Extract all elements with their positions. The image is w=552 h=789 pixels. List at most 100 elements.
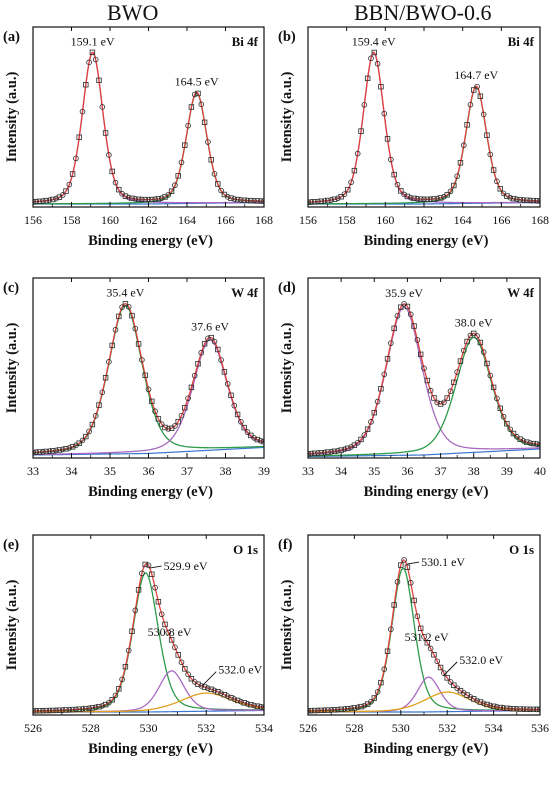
data-marker	[241, 700, 247, 706]
x-tick-label: 33	[302, 464, 314, 478]
data-marker	[185, 395, 191, 402]
data-marker	[66, 445, 73, 451]
data-marker	[358, 436, 364, 443]
data-marker	[96, 77, 102, 84]
data-marker	[188, 104, 195, 110]
data-marker	[76, 706, 82, 712]
data-marker	[394, 313, 401, 319]
data-marker	[381, 371, 388, 378]
data-marker	[218, 690, 224, 697]
envelope-curve	[33, 51, 264, 203]
data-marker	[86, 705, 92, 712]
data-marker	[391, 325, 397, 332]
x-tick-label: 37	[435, 464, 447, 478]
data-marker	[224, 194, 231, 200]
data-marker	[66, 706, 73, 713]
x-tick-label: 532	[197, 721, 215, 735]
data-marker	[254, 703, 261, 709]
component-curve-purple	[33, 339, 264, 456]
component-curve-green	[33, 304, 264, 454]
data-marker	[451, 182, 457, 189]
axes-frame	[307, 26, 541, 208]
data-marker	[86, 59, 92, 66]
x-tick-label: 158	[338, 213, 356, 227]
data-marker	[431, 652, 437, 658]
data-marker	[480, 111, 487, 118]
panel-f: 526 528 530 532 534 536 Binding energy (eV) Int…	[278, 534, 549, 757]
data-marker	[83, 82, 89, 88]
data-marker	[510, 195, 517, 202]
data-marker	[59, 192, 66, 198]
data-marker	[106, 699, 112, 706]
data-marker	[43, 197, 49, 204]
data-marker	[364, 75, 371, 82]
data-marker	[142, 196, 148, 203]
data-marker	[178, 412, 185, 419]
data-marker	[361, 102, 368, 108]
data-marker	[328, 197, 335, 203]
data-marker	[348, 444, 354, 450]
data-marker	[338, 706, 344, 713]
data-marker	[198, 683, 205, 689]
data-marker	[381, 110, 388, 117]
data-marker	[228, 392, 234, 399]
data-marker	[182, 142, 188, 148]
data-marker	[73, 155, 79, 162]
panel-c: 33 34 35 36 37 38 39 Binding energy (eV) Intensi…	[3, 277, 270, 500]
data-marker	[63, 188, 69, 194]
data-marker	[441, 399, 447, 406]
data-marker	[341, 446, 348, 453]
data-marker	[102, 375, 109, 381]
data-marker	[487, 702, 494, 709]
data-marker	[527, 706, 533, 713]
panel-title: O 1s	[233, 542, 258, 557]
y-axis-label: Intensity (a.u.)	[279, 72, 295, 163]
panel-letter: (e)	[3, 537, 19, 553]
data-marker	[368, 419, 374, 425]
data-marker	[517, 436, 523, 442]
data-marker	[513, 196, 520, 203]
x-tick-label: 528	[345, 721, 363, 735]
data-marker	[149, 571, 155, 578]
data-marker	[434, 399, 441, 406]
data-marker	[537, 198, 540, 204]
data-marker	[325, 707, 331, 713]
plot-area	[308, 557, 540, 714]
x-tick-label: 37	[181, 464, 193, 478]
data-marker	[92, 56, 99, 63]
panel-b: 156 158 160 162 164 166 168 Binding energy (eV)…	[278, 26, 549, 249]
data-marker	[331, 196, 338, 202]
data-marker	[251, 435, 257, 441]
data-marker	[129, 628, 135, 634]
data-marker	[234, 411, 241, 418]
data-marker	[83, 433, 89, 440]
data-marker	[480, 349, 487, 355]
y-axis-label: Intensity (a.u.)	[279, 323, 295, 414]
data-marker	[533, 706, 540, 713]
data-marker	[348, 705, 354, 712]
data-marker	[112, 179, 119, 186]
data-marker	[451, 379, 457, 386]
data-marker	[444, 675, 450, 681]
data-marker	[335, 447, 341, 454]
data-marker	[152, 584, 158, 591]
data-marker	[411, 195, 417, 202]
data-marker	[208, 334, 214, 341]
data-marker	[471, 696, 477, 702]
data-marker	[195, 90, 201, 97]
data-marker	[331, 707, 338, 713]
data-marker	[106, 359, 112, 365]
data-marker	[487, 372, 494, 379]
data-marker	[424, 640, 431, 646]
data-marker	[96, 703, 102, 710]
data-marker	[86, 428, 92, 435]
data-marker	[510, 706, 517, 712]
data-marker	[467, 694, 474, 700]
data-marker	[358, 703, 364, 710]
data-marker	[106, 152, 112, 158]
data-marker	[507, 194, 513, 201]
x-tick-label: 526	[24, 721, 42, 735]
data-marker	[474, 697, 480, 704]
peak-label: 532.0 eV	[218, 663, 262, 677]
data-marker	[520, 706, 527, 712]
